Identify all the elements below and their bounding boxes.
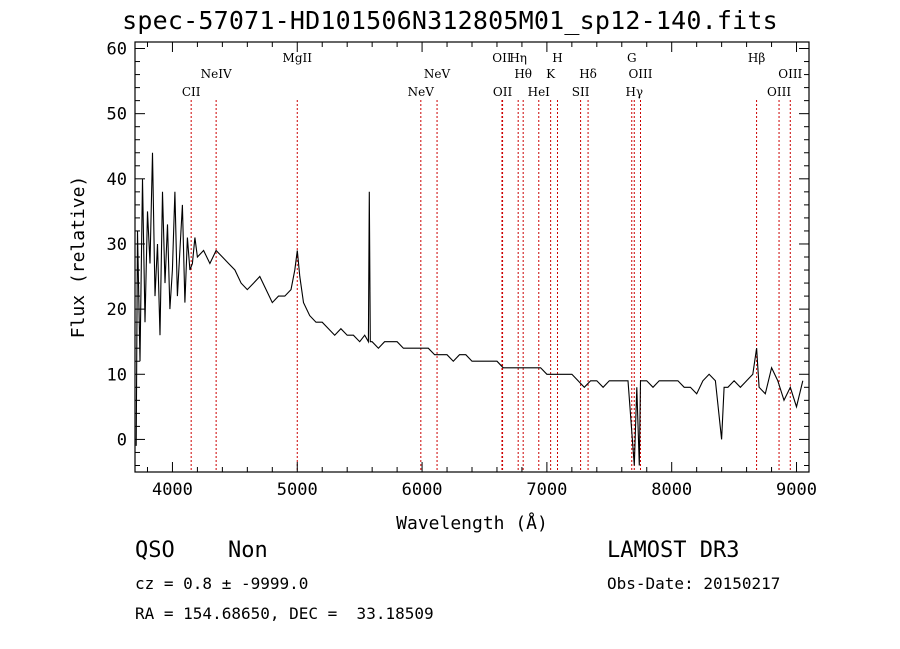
line-marker-label: G: [627, 51, 637, 65]
line-marker-label: OII: [492, 51, 512, 65]
y-tick-label: 40: [107, 170, 127, 190]
line-marker-label: K: [546, 67, 556, 81]
line-marker-label: NeV: [424, 67, 451, 81]
line-marker-label: OII: [493, 85, 513, 99]
object-class: QSO: [135, 538, 175, 563]
x-tick-label: 6000: [402, 480, 443, 500]
x-tick-label: 8000: [651, 480, 692, 500]
line-marker-label: Hδ: [579, 67, 597, 81]
spectrum-chart: CIINeIVMgIINeVNeVOIIOIIHηHθHeIKHHδSIIGOI…: [68, 40, 817, 534]
y-tick-label: 20: [107, 300, 127, 320]
plot-frame: [134, 41, 810, 473]
y-axis-label: Flux (relative): [68, 176, 89, 339]
line-marker-label: OIII: [628, 67, 652, 81]
y-tick-label: 0: [117, 430, 127, 450]
line-marker-label: MgII: [283, 51, 313, 65]
line-marker-label: H: [552, 51, 562, 65]
line-marker-label: Hγ: [625, 85, 643, 99]
x-tick-label: 4000: [152, 480, 193, 500]
line-marker-label: OIII: [767, 85, 791, 99]
x-tick-label: 9000: [776, 480, 817, 500]
coordinates: RA = 154.68650, DEC = 33.18509: [135, 604, 434, 623]
observation-date: Obs-Date: 20150217: [607, 574, 781, 593]
line-marker-label: CII: [182, 85, 201, 99]
line-marker-label: NeIV: [201, 67, 232, 81]
x-axis-label: Wavelength (Å): [396, 512, 548, 534]
x-tick-label: 7000: [526, 480, 567, 500]
line-marker-label: NeV: [408, 85, 435, 99]
axis-ticks: 4000 5000 6000 7000 8000 9000 0 10 20 30 40 50 60: [107, 40, 817, 500]
line-marker-label: OIII: [778, 67, 802, 81]
line-marker-label: Hβ: [748, 51, 765, 65]
y-tick-label: 30: [107, 235, 127, 255]
line-marker-label: HeI: [528, 85, 551, 99]
line-marker-label: Hη: [509, 51, 527, 65]
line-markers: CIINeIVMgIINeVNeVOIIOIIHηHθHeIKHHδSIIGOI…: [182, 51, 803, 472]
y-tick-label: 10: [107, 365, 127, 385]
redshift-value: cz = 0.8 ± -9999.0: [135, 574, 309, 593]
line-marker-label: SII: [572, 85, 590, 99]
y-tick-label: 50: [107, 105, 127, 125]
survey-name: LAMOST DR3: [607, 538, 740, 563]
x-tick-label: 5000: [277, 480, 318, 500]
y-tick-label: 60: [107, 40, 127, 60]
object-subclass: Non: [228, 538, 268, 563]
chart-title: spec-57071-HD101506N312805M01_sp12-140.f…: [122, 6, 778, 35]
line-marker-label: Hθ: [514, 67, 532, 81]
spectrum-series-flux: [135, 152, 804, 466]
